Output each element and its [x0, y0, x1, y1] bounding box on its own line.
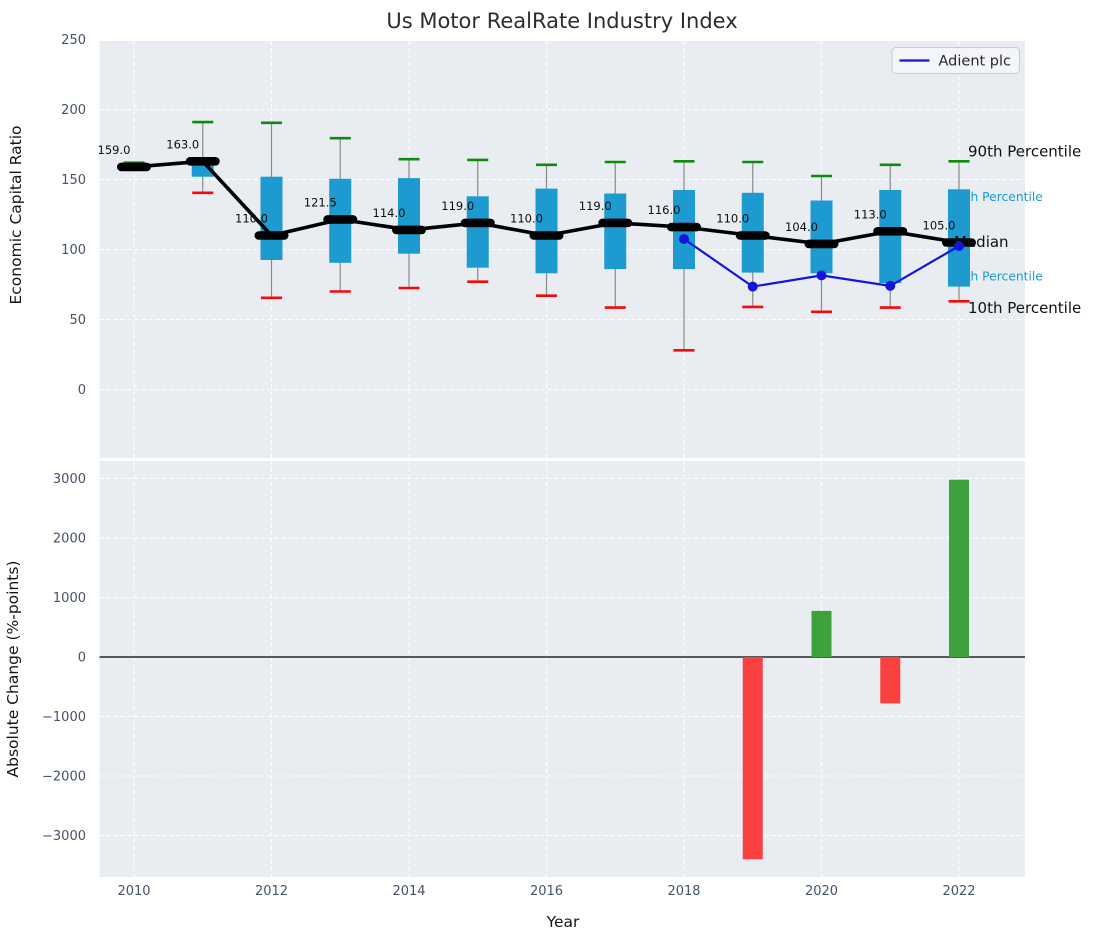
x-axis-label: Year [546, 913, 580, 931]
median-annotation: 163.0 [166, 137, 199, 151]
y-tick-label: −1000 [42, 710, 86, 725]
percentile-label: 75th Percentile [950, 190, 1043, 204]
median-marker [392, 225, 426, 235]
y-tick-label: 150 [61, 173, 86, 188]
y-tick-label: 200 [61, 103, 86, 118]
median-annotation: 116.0 [648, 203, 681, 217]
y-tick-label: 3000 [53, 472, 86, 487]
y-tick-label: 1000 [53, 591, 86, 606]
company-point [816, 270, 827, 281]
legend: Adient plc [891, 47, 1020, 74]
x-tick-label: 2018 [667, 884, 700, 899]
y-tick-label: 0 [78, 651, 86, 666]
iqr-box [535, 188, 558, 274]
x-tick-label: 2010 [117, 884, 150, 899]
median-annotation: 119.0 [579, 199, 612, 213]
median-annotation: 110.0 [235, 212, 268, 226]
y-tick-label: −2000 [42, 770, 86, 785]
x-tick-label: 2012 [255, 884, 288, 899]
company-point [679, 234, 689, 244]
y-tick-label: 0 [78, 383, 86, 398]
median-annotation: 121.5 [304, 195, 337, 209]
y-tick-label: −3000 [42, 829, 86, 844]
median-annotation: 114.0 [373, 206, 406, 220]
median-annotation: 110.0 [716, 212, 749, 226]
median-marker [460, 218, 495, 228]
legend-box [891, 47, 1020, 74]
median-marker [254, 231, 289, 240]
percentile-label: 10th Percentile [968, 299, 1081, 317]
median-annotation: 104.0 [785, 220, 818, 234]
percentile-label: Median [954, 233, 1009, 251]
change-bar [811, 610, 832, 657]
median-marker [667, 222, 701, 232]
median-annotation: 105.0 [923, 219, 956, 233]
x-tick-label: 2014 [392, 884, 425, 899]
median-annotation: 159.0 [98, 143, 131, 157]
y-tick-label: 250 [61, 33, 86, 48]
median-annotation: 113.0 [854, 207, 887, 221]
company-point [747, 281, 758, 292]
median-marker [185, 157, 220, 166]
legend-label: Adient plc [939, 54, 1012, 70]
iqr-box [810, 200, 833, 274]
median-marker [117, 162, 151, 172]
top-y-axis-label: Economic Capital Ratio [7, 125, 25, 304]
median-marker [804, 239, 839, 249]
company-point [885, 280, 896, 291]
chart-title: Us Motor RealRate Industry Index [386, 9, 737, 33]
x-tick-label: 2020 [805, 884, 838, 899]
x-tick-label: 2016 [530, 884, 563, 899]
plot-background [99, 461, 1025, 877]
percentile-label: 90th Percentile [968, 143, 1081, 161]
median-annotation: 110.0 [510, 212, 543, 226]
y-tick-label: 2000 [53, 532, 86, 547]
median-marker [873, 227, 908, 236]
y-tick-label: 100 [61, 243, 86, 258]
iqr-box [398, 178, 420, 254]
median-marker [529, 231, 564, 240]
median-marker [598, 218, 633, 228]
percentile-label: 25th Percentile [950, 270, 1043, 284]
y-tick-label: 50 [69, 313, 86, 328]
company-point [954, 241, 964, 251]
change-bar [949, 479, 969, 657]
x-tick-label: 2022 [942, 884, 975, 899]
median-annotation: 119.0 [441, 199, 474, 213]
iqr-box [879, 190, 902, 284]
top-axes: 0 50 100 150 200 250 75th Percentile 25th Perce… [61, 33, 1081, 458]
bottom-y-axis-label: Absolute Change (%-points) [4, 561, 22, 778]
change-bar [880, 657, 901, 704]
median-marker [735, 231, 770, 240]
iqr-box [948, 189, 970, 287]
median-marker [323, 215, 358, 224]
iqr-box [466, 196, 489, 268]
bottom-axes: −3000 −2000 −1000 0 1000 2000 3000 2010 2012 2014… [42, 461, 1025, 899]
change-bar [742, 657, 763, 860]
iqr-box [604, 193, 627, 270]
